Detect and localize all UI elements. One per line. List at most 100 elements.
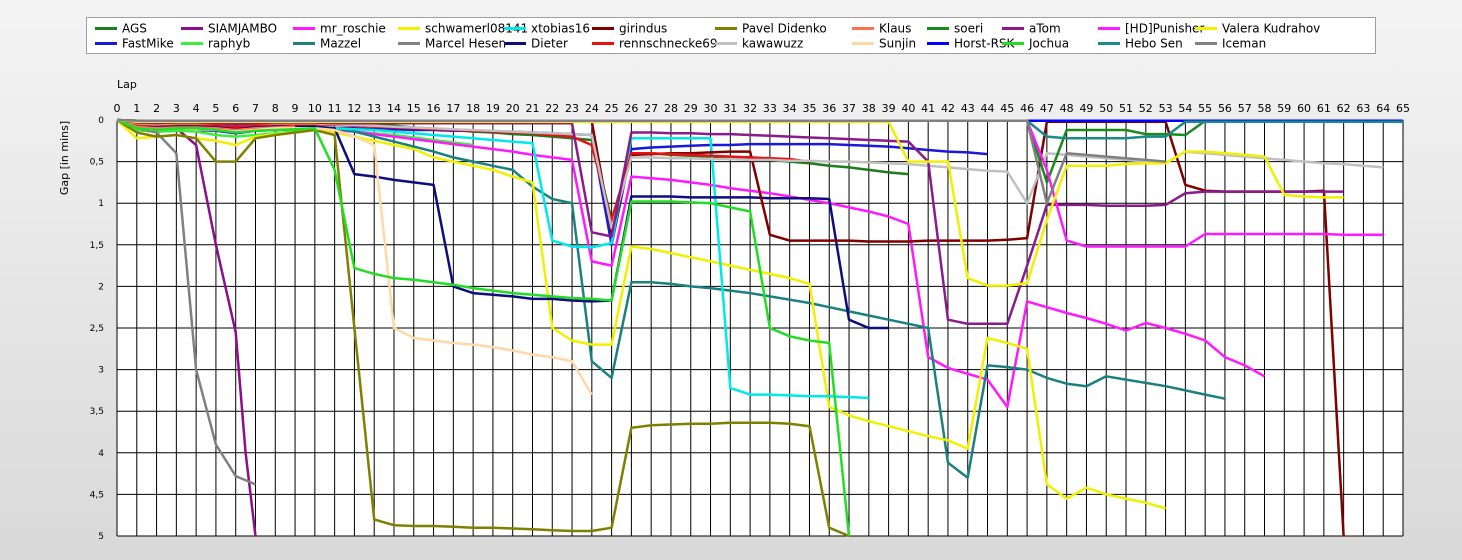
x-tick-label: 38: [862, 102, 876, 115]
legend-item: Pavel Didenko: [715, 21, 827, 36]
x-tick-label: 0: [114, 102, 121, 115]
x-tick-label: 55: [1198, 102, 1212, 115]
legend-label: Sunjin: [879, 36, 917, 51]
legend-swatch: [1195, 27, 1217, 30]
x-tick-label: 39: [882, 102, 896, 115]
x-tick-label: 32: [743, 102, 757, 115]
legend-item: soeri: [927, 21, 983, 36]
legend-swatch: [181, 27, 203, 30]
legend-item: Sunjin: [852, 36, 916, 51]
legend-item: Mazzel: [293, 36, 361, 51]
x-tick-label: 53: [1159, 102, 1173, 115]
x-tick-label: 15: [407, 102, 421, 115]
x-tick-label: 24: [585, 102, 599, 115]
x-tick-label: 11: [328, 102, 342, 115]
legend-swatch: [398, 42, 420, 45]
legend: AGS FastMike SIAMJAMBO raphyb mr_roschie Mazz…: [86, 17, 1376, 54]
x-tick-label: 22: [545, 102, 559, 115]
grid: 0 1 2 3 4 5 6 7 8 9 10 11 12 13 14 15 16 17 18 19 20 21 22 23 24…: [90, 102, 1410, 542]
legend-item: AGS: [95, 21, 147, 36]
legend-label: Mazzel: [320, 36, 362, 51]
legend-label: rennschnecke69: [619, 36, 718, 51]
legend-label: Valera Kudrahov: [1222, 21, 1321, 36]
x-tick-label: 65: [1396, 102, 1410, 115]
legend-swatch: [95, 27, 117, 30]
legend-swatch: [715, 27, 737, 30]
legend-label: Hebo Sen: [1125, 36, 1183, 51]
legend-label: AGS: [122, 21, 147, 36]
x-tick-label: 51: [1119, 102, 1133, 115]
x-tick-label: 61: [1317, 102, 1331, 115]
x-tick-label: 62: [1337, 102, 1351, 115]
x-tick-label: 49: [1079, 102, 1093, 115]
legend-item: Marcel Hesen: [398, 36, 506, 51]
y-tick-label: 2: [98, 282, 104, 292]
y-tick-label: 3,5: [90, 407, 104, 417]
y-tick-label: 2,5: [90, 324, 104, 334]
legend-swatch: [181, 42, 203, 45]
legend-swatch: [1195, 42, 1217, 45]
legend-item: Iceman: [1195, 36, 1266, 51]
legend-swatch: [1002, 27, 1024, 30]
legend-swatch: [1098, 42, 1120, 45]
legend-swatch: [504, 27, 526, 30]
x-tick-label: 13: [367, 102, 381, 115]
x-tick-label: 2: [153, 102, 160, 115]
legend-label: Jochua: [1029, 36, 1070, 51]
legend-swatch: [95, 42, 117, 45]
y-tick-label: 3: [98, 366, 104, 376]
x-tick-label: 41: [921, 102, 935, 115]
x-tick-label: 42: [941, 102, 955, 115]
legend-label: [HD]Punisher: [1125, 21, 1205, 36]
legend-label: Dieter: [531, 36, 568, 51]
y-tick-label: 4,5: [90, 490, 104, 500]
x-tick-label: 10: [308, 102, 322, 115]
x-tick-label: 3: [173, 102, 180, 115]
legend-item: Hebo Sen: [1098, 36, 1183, 51]
legend-label: Iceman: [1222, 36, 1267, 51]
x-tick-label: 54: [1178, 102, 1192, 115]
legend-swatch: [293, 27, 315, 30]
y-tick-label: 4: [98, 449, 104, 459]
legend-item: rennschnecke69: [592, 36, 717, 51]
x-tick-label: 36: [822, 102, 836, 115]
series-line-jochua: [116, 118, 851, 537]
legend-item: raphyb: [181, 36, 250, 51]
legend-item: Dieter: [504, 36, 568, 51]
x-tick-label: 31: [723, 102, 737, 115]
legend-item: SIAMJAMBO: [181, 21, 277, 36]
x-tick-label: 25: [605, 102, 619, 115]
x-tick-label: 40: [901, 102, 915, 115]
x-tick-label: 18: [466, 102, 480, 115]
legend-swatch: [398, 27, 420, 30]
x-tick-label: 57: [1238, 102, 1252, 115]
series-line-pavel-didenko: [116, 118, 850, 538]
legend-item: [HD]Punisher: [1098, 21, 1204, 36]
legend-label: Pavel Didenko: [742, 21, 827, 36]
legend-swatch: [504, 42, 526, 45]
legend-label: xtobias16: [531, 21, 590, 36]
y-tick-label: 5: [98, 532, 104, 542]
legend-label: soeri: [954, 21, 984, 36]
y-tick-label: 0,5: [90, 158, 104, 168]
legend-swatch: [592, 27, 614, 30]
x-tick-label: 28: [664, 102, 678, 115]
x-tick-label: 29: [684, 102, 698, 115]
legend-swatch: [852, 42, 874, 45]
legend-item: Klaus: [852, 21, 911, 36]
series-line-iceman: [116, 118, 1166, 205]
legend-label: Klaus: [879, 21, 912, 36]
x-tick-label: 63: [1356, 102, 1370, 115]
x-tick-label: 23: [565, 102, 579, 115]
legend-item: xtobias16: [504, 21, 590, 36]
legend-swatch: [927, 42, 949, 45]
x-tick-label: 44: [981, 102, 995, 115]
x-tick-label: 47: [1040, 102, 1054, 115]
x-tick-label: 43: [961, 102, 975, 115]
legend-swatch: [1098, 27, 1120, 30]
legend-swatch: [293, 42, 315, 45]
x-tick-label: 5: [212, 102, 219, 115]
x-tick-label: 12: [347, 102, 361, 115]
legend-item: Valera Kudrahov: [1195, 21, 1320, 36]
